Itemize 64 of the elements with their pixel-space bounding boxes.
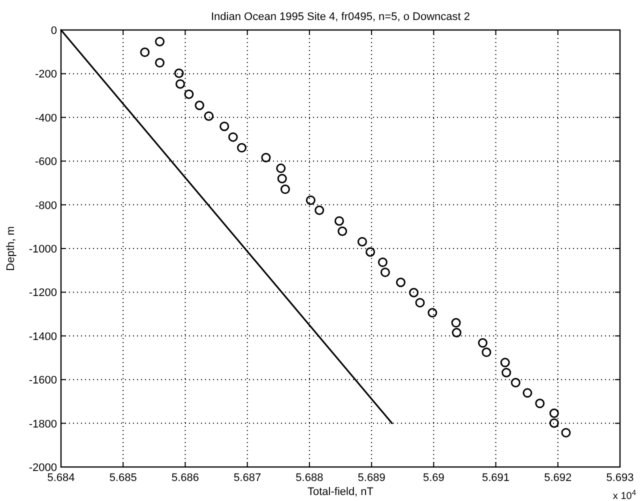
point [228,132,238,142]
point [174,68,184,78]
point [522,388,532,398]
point [535,398,545,408]
point [549,408,559,418]
y-tick-label: -1400 [28,330,57,343]
point [500,358,510,368]
point [510,378,520,388]
point [357,236,367,246]
y-tick-label: -800 [34,200,57,212]
point [366,247,376,257]
y-tick-label: -1200 [28,287,57,300]
point [452,328,462,338]
point [482,348,492,358]
y-axis-title: Depth, m [5,226,17,271]
point [261,152,271,162]
point [478,338,488,348]
text: x 10$^{4}$ [612,488,636,501]
point [176,79,186,89]
y-tick-label: -1000 [28,244,57,256]
point [502,368,512,378]
point [314,206,324,216]
point [236,143,246,153]
point [276,164,286,174]
y-tick-label: -200 [34,68,57,81]
point [415,298,425,308]
x-tick-label: 5.689 [358,472,386,484]
point [451,318,461,328]
y-tick-label: -400 [34,112,57,124]
point [338,226,348,236]
point [378,258,388,268]
y-tick-label: -2000 [28,462,57,474]
point [194,100,204,110]
x-tick-label: 5.686 [171,472,199,484]
point [184,89,194,99]
y-tick-label: -600 [34,156,57,168]
point [334,216,344,226]
point [409,288,419,298]
x-tick-label: 5.693 [606,472,634,484]
point [204,111,214,121]
point [277,174,287,184]
x-tick-label: 5.692 [544,472,572,484]
point [155,36,165,46]
x-tick-label: 5.685 [109,472,137,484]
chart-title: Indian Ocean 1995 Site 4, fr0495, n=5, o Downcast 2 [211,11,470,23]
point [306,195,316,205]
point [280,184,290,194]
x-tick-label: 5.691 [482,472,510,484]
y-tick-label: -1600 [28,374,57,387]
y-tick-label: 0 [50,25,57,37]
x-tick-label: 5.69 [422,472,444,484]
point [396,278,406,288]
x-tick-label: 5.687 [234,472,262,484]
point [220,122,230,132]
point [380,268,390,278]
x-axis-title: Total-field, nT [307,486,374,498]
point [549,418,559,428]
point [428,308,438,318]
x-tick-label: 5.684 [47,472,75,484]
x-tick-label: 5.688 [296,472,324,484]
y-tick-label: -1800 [28,418,57,430]
point [140,48,150,58]
point [561,428,571,438]
point [155,58,165,68]
